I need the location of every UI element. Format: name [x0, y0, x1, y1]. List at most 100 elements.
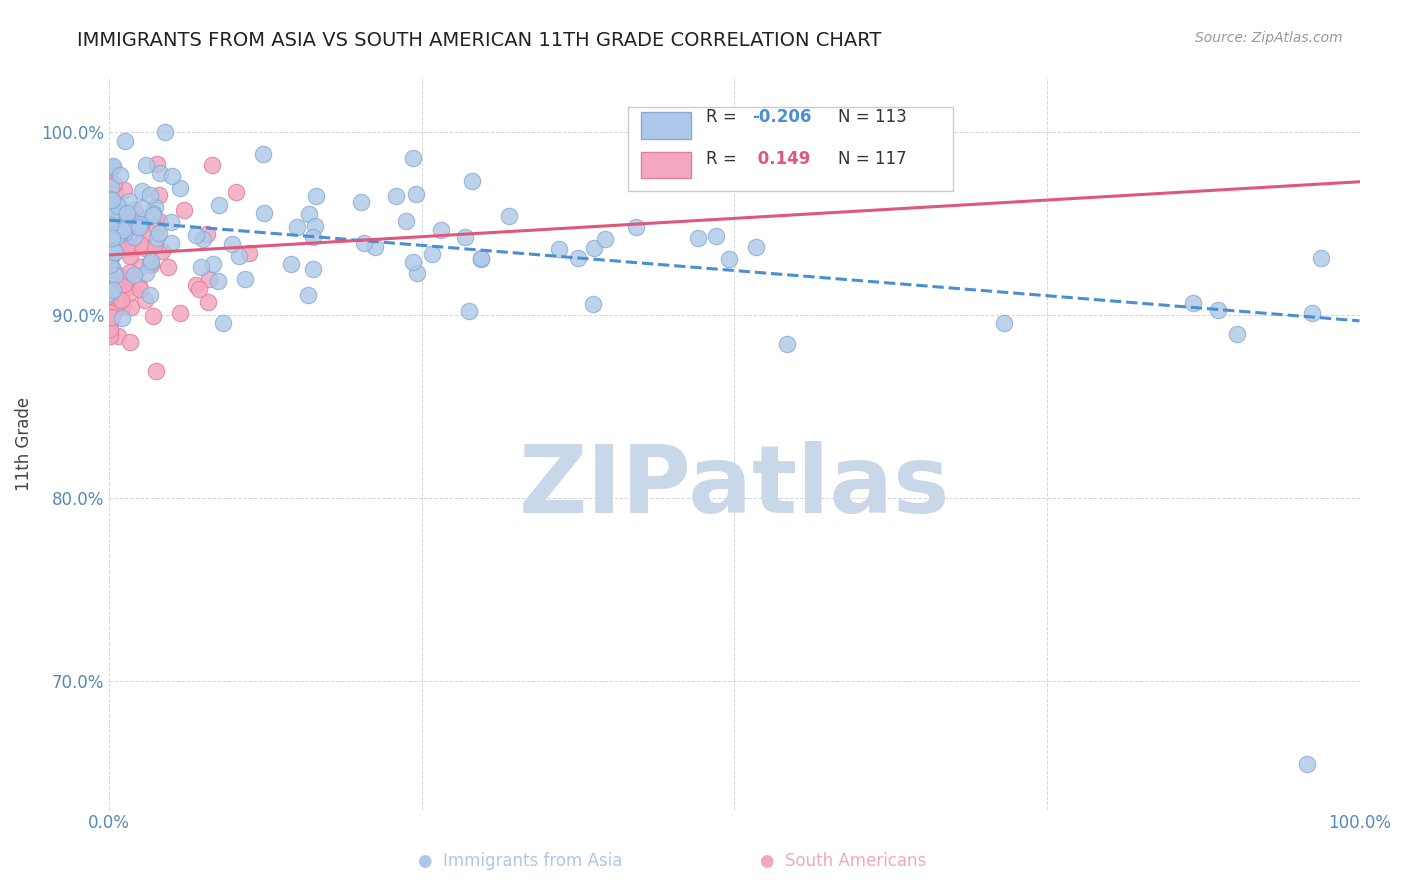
Text: 0.149: 0.149 [752, 150, 810, 169]
Point [221, 237, 243, 252]
Point [134, 227, 156, 241]
Point [120, 335, 142, 350]
Point [100, 227, 122, 242]
Point [100, 322, 122, 336]
Text: Source: ZipAtlas.com: Source: ZipAtlas.com [1195, 31, 1343, 45]
Point [103, 231, 125, 245]
Point [101, 242, 124, 256]
Point [104, 230, 127, 244]
Point [100, 298, 122, 312]
FancyBboxPatch shape [628, 107, 953, 191]
Point [304, 219, 326, 233]
Point [115, 241, 138, 255]
Point [184, 227, 207, 242]
Point [100, 329, 122, 343]
Point [103, 304, 125, 318]
Point [100, 255, 122, 269]
Point [198, 271, 221, 285]
Point [104, 225, 127, 239]
Point [1295, 756, 1317, 771]
Point [107, 328, 129, 343]
Point [131, 184, 153, 198]
Point [146, 222, 169, 236]
Point [100, 258, 122, 272]
Point [100, 302, 122, 317]
Point [101, 236, 124, 251]
Point [100, 239, 122, 253]
Point [100, 223, 122, 237]
Point [297, 287, 319, 301]
Point [686, 231, 709, 245]
Point [148, 187, 170, 202]
Point [108, 168, 131, 182]
Point [108, 227, 131, 242]
Point [100, 265, 122, 279]
Point [115, 211, 138, 225]
Text: ZIPatlas: ZIPatlas [519, 442, 950, 533]
Point [100, 221, 122, 235]
Point [129, 236, 152, 251]
Point [100, 306, 122, 320]
Point [100, 261, 122, 276]
Point [190, 260, 212, 274]
Point [498, 209, 520, 223]
Point [100, 285, 122, 300]
Point [103, 177, 125, 191]
Point [110, 293, 132, 307]
Point [225, 186, 247, 200]
Point [118, 265, 141, 279]
Point [148, 214, 170, 228]
Point [128, 260, 150, 275]
Point [142, 206, 165, 220]
Point [100, 313, 122, 327]
Point [100, 314, 122, 328]
Point [100, 225, 122, 239]
Point [139, 287, 162, 301]
Point [112, 183, 135, 197]
Point [156, 260, 179, 274]
Point [142, 208, 165, 222]
Point [1206, 302, 1229, 317]
Point [100, 252, 122, 267]
Point [253, 206, 276, 220]
Point [100, 245, 122, 260]
Point [548, 242, 571, 256]
Point [114, 281, 136, 295]
Point [145, 363, 167, 377]
Point [100, 305, 122, 319]
Point [395, 213, 418, 227]
Point [100, 180, 122, 194]
Point [107, 199, 129, 213]
Point [124, 202, 146, 217]
Point [110, 220, 132, 235]
Point [100, 220, 122, 235]
Point [100, 252, 122, 267]
Point [105, 271, 128, 285]
Point [101, 193, 124, 207]
Point [101, 283, 124, 297]
Point [108, 227, 131, 242]
Point [405, 186, 427, 201]
Point [101, 231, 124, 245]
Point [124, 219, 146, 234]
Point [143, 200, 166, 214]
Point [285, 219, 308, 234]
Point [100, 282, 122, 296]
Point [100, 268, 122, 282]
Point [134, 293, 156, 307]
Point [146, 230, 169, 244]
Point [120, 248, 142, 262]
Point [101, 262, 124, 277]
Point [993, 316, 1015, 330]
Point [200, 158, 222, 172]
Point [112, 226, 135, 240]
Point [125, 207, 148, 221]
Point [128, 279, 150, 293]
Point [1309, 251, 1331, 265]
Point [100, 310, 122, 324]
Point [100, 248, 122, 262]
Point [1301, 306, 1323, 320]
Point [105, 239, 128, 253]
Text: N = 117: N = 117 [838, 150, 907, 169]
Point [141, 253, 163, 268]
